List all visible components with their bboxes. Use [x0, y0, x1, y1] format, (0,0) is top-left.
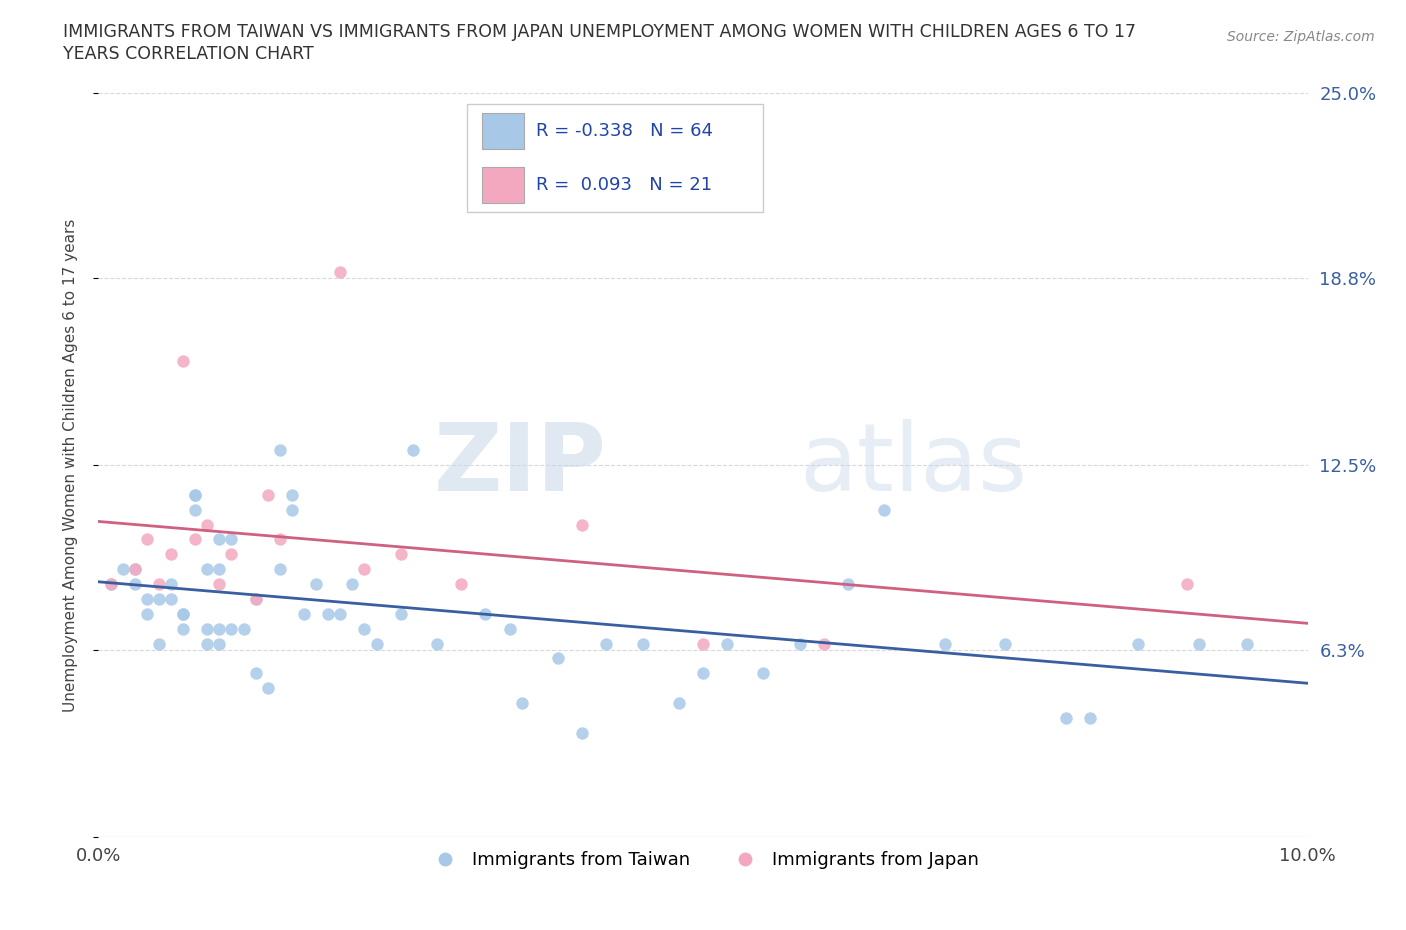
Point	[1054, 711, 1077, 725]
Y-axis label: Unemployment Among Women with Children Ages 6 to 17 years: Unemployment Among Women with Children A…	[63, 219, 77, 711]
Text: YEARS CORRELATION CHART: YEARS CORRELATION CHART	[63, 45, 314, 62]
Point	[692, 636, 714, 651]
Point	[208, 636, 231, 651]
Point	[208, 577, 231, 591]
Point	[366, 636, 388, 651]
Point	[208, 532, 231, 547]
Point	[1175, 577, 1198, 591]
Point	[402, 443, 425, 458]
Point	[172, 621, 194, 636]
Point	[269, 532, 291, 547]
Point	[269, 443, 291, 458]
Point	[1078, 711, 1101, 725]
Point	[571, 517, 593, 532]
Point	[172, 606, 194, 621]
Point	[245, 591, 267, 606]
Point	[716, 636, 738, 651]
Point	[160, 577, 183, 591]
Point	[692, 666, 714, 681]
FancyBboxPatch shape	[467, 104, 763, 212]
Point	[269, 562, 291, 577]
Point	[752, 666, 775, 681]
Point	[510, 696, 533, 711]
Point	[571, 725, 593, 740]
Point	[353, 621, 375, 636]
Point	[111, 562, 134, 577]
Point	[281, 502, 304, 517]
Point	[994, 636, 1017, 651]
Point	[631, 636, 654, 651]
Point	[595, 636, 617, 651]
Legend: Immigrants from Taiwan, Immigrants from Japan: Immigrants from Taiwan, Immigrants from …	[420, 844, 986, 876]
Point	[232, 621, 254, 636]
Point	[668, 696, 690, 711]
Point	[934, 636, 956, 651]
Point	[195, 517, 218, 532]
Point	[148, 636, 170, 651]
Point	[547, 651, 569, 666]
Point	[498, 621, 520, 636]
Point	[474, 606, 496, 621]
Point	[100, 577, 122, 591]
Point	[195, 636, 218, 651]
Bar	[482, 167, 524, 203]
Point	[789, 636, 811, 651]
Point	[135, 591, 157, 606]
Point	[389, 547, 412, 562]
Text: Source: ZipAtlas.com: Source: ZipAtlas.com	[1227, 30, 1375, 44]
Point	[184, 532, 207, 547]
Point	[124, 577, 146, 591]
Point	[184, 487, 207, 502]
Point	[184, 487, 207, 502]
Point	[389, 606, 412, 621]
Point	[221, 532, 243, 547]
Text: ZIP: ZIP	[433, 419, 606, 511]
Text: IMMIGRANTS FROM TAIWAN VS IMMIGRANTS FROM JAPAN UNEMPLOYMENT AMONG WOMEN WITH CH: IMMIGRANTS FROM TAIWAN VS IMMIGRANTS FRO…	[63, 23, 1136, 41]
Text: R = -0.338   N = 64: R = -0.338 N = 64	[536, 122, 713, 140]
Point	[256, 487, 278, 502]
Bar	[482, 113, 524, 149]
Point	[208, 621, 231, 636]
Point	[195, 621, 218, 636]
Point	[1236, 636, 1258, 651]
Point	[184, 502, 207, 517]
Point	[342, 577, 364, 591]
Point	[450, 577, 472, 591]
Point	[160, 547, 183, 562]
Point	[353, 562, 375, 577]
Point	[221, 547, 243, 562]
Point	[245, 591, 267, 606]
Point	[256, 681, 278, 696]
Point	[426, 636, 449, 651]
Point	[208, 562, 231, 577]
Text: atlas: atlas	[800, 419, 1028, 511]
Point	[135, 606, 157, 621]
Point	[195, 562, 218, 577]
Point	[292, 606, 315, 621]
Point	[135, 532, 157, 547]
Point	[837, 577, 859, 591]
Point	[1188, 636, 1211, 651]
Point	[245, 666, 267, 681]
Point	[148, 577, 170, 591]
Point	[160, 591, 183, 606]
Point	[172, 606, 194, 621]
Point	[100, 577, 122, 591]
Point	[329, 264, 352, 279]
Point	[873, 502, 896, 517]
Point	[281, 487, 304, 502]
Point	[124, 562, 146, 577]
Point	[329, 606, 352, 621]
Point	[813, 636, 835, 651]
Point	[172, 353, 194, 368]
Point	[148, 591, 170, 606]
Point	[221, 621, 243, 636]
Point	[316, 606, 339, 621]
Point	[305, 577, 328, 591]
Point	[124, 562, 146, 577]
Text: R =  0.093   N = 21: R = 0.093 N = 21	[536, 177, 713, 194]
Point	[1128, 636, 1150, 651]
